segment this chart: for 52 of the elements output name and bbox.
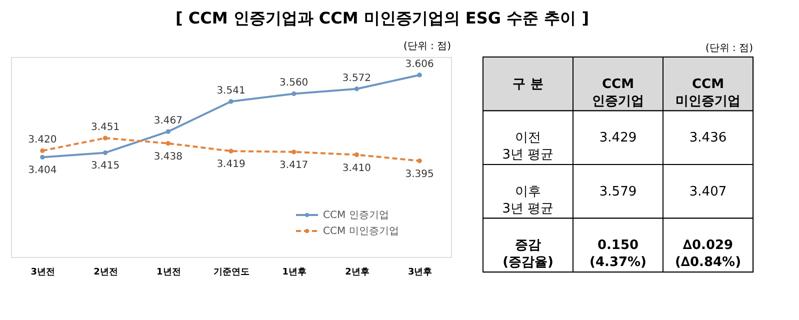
- chart-title: [ CCM 인증기업과 CCM 미인증기업의 ESG 수준 추이 ]: [175, 8, 590, 28]
- data-label: 3.541: [216, 85, 246, 96]
- data-label: 3.395: [405, 168, 434, 180]
- x-tick-label: 3년후: [408, 268, 432, 278]
- text: 3.407: [689, 184, 727, 200]
- text: 이후 3년 평균: [502, 184, 554, 216]
- point: [417, 158, 422, 164]
- data-label: 3.451: [90, 122, 120, 134]
- point: [354, 152, 360, 158]
- data-label: 3.417: [280, 160, 308, 171]
- text: (단위 : 점): [705, 43, 754, 54]
- data-label: 3.606: [405, 59, 434, 70]
- text: ∆0.029 (∆0.84%): [674, 238, 742, 270]
- point: [292, 91, 296, 96]
- text: CCM 인증기업: [592, 76, 644, 109]
- data-label: 3.467: [154, 116, 182, 127]
- data-label: 3.560: [280, 78, 308, 89]
- point: [228, 99, 234, 104]
- point: [228, 148, 234, 154]
- data-label: 3.438: [154, 151, 182, 162]
- text: 구 분: [512, 76, 544, 92]
- legend-label: CCM 인증기업: [323, 210, 389, 221]
- point: [102, 136, 108, 140]
- data-label: 3.404: [28, 165, 57, 176]
- text: 증감 (증감율): [502, 238, 554, 270]
- x-tick-label: 2년후: [345, 268, 370, 278]
- text: 이전 3년 평균: [502, 130, 554, 163]
- point: [166, 129, 170, 134]
- point: [292, 150, 296, 154]
- point: [417, 72, 422, 78]
- text: CCM 미인증기업: [676, 76, 740, 109]
- x-tick-label: 1년전: [156, 268, 181, 278]
- data-label: 3.420: [28, 134, 57, 146]
- point: [166, 141, 170, 146]
- point: [102, 150, 108, 156]
- point: [40, 154, 45, 160]
- point: [354, 86, 360, 92]
- data-label: 3.410: [342, 162, 372, 174]
- text: 0.150 (4.37%): [590, 238, 646, 270]
- legend-label: CCM 미인증기업: [323, 226, 399, 237]
- data-label: 3.419: [216, 159, 246, 170]
- text: 3.436: [689, 130, 727, 146]
- x-tick-label: 1년후: [282, 268, 306, 278]
- text: 3.429: [599, 130, 637, 146]
- data-label: 3.572: [342, 72, 372, 84]
- x-tick-label: 3년전: [30, 268, 56, 278]
- x-tick-label: 2년전: [94, 268, 118, 278]
- text: (단위 : 점): [403, 41, 452, 52]
- data-label: 3.415: [90, 160, 120, 172]
- x-tick-label: 기준연도: [214, 268, 250, 278]
- point: [40, 148, 45, 154]
- text: 3.579: [599, 184, 637, 200]
